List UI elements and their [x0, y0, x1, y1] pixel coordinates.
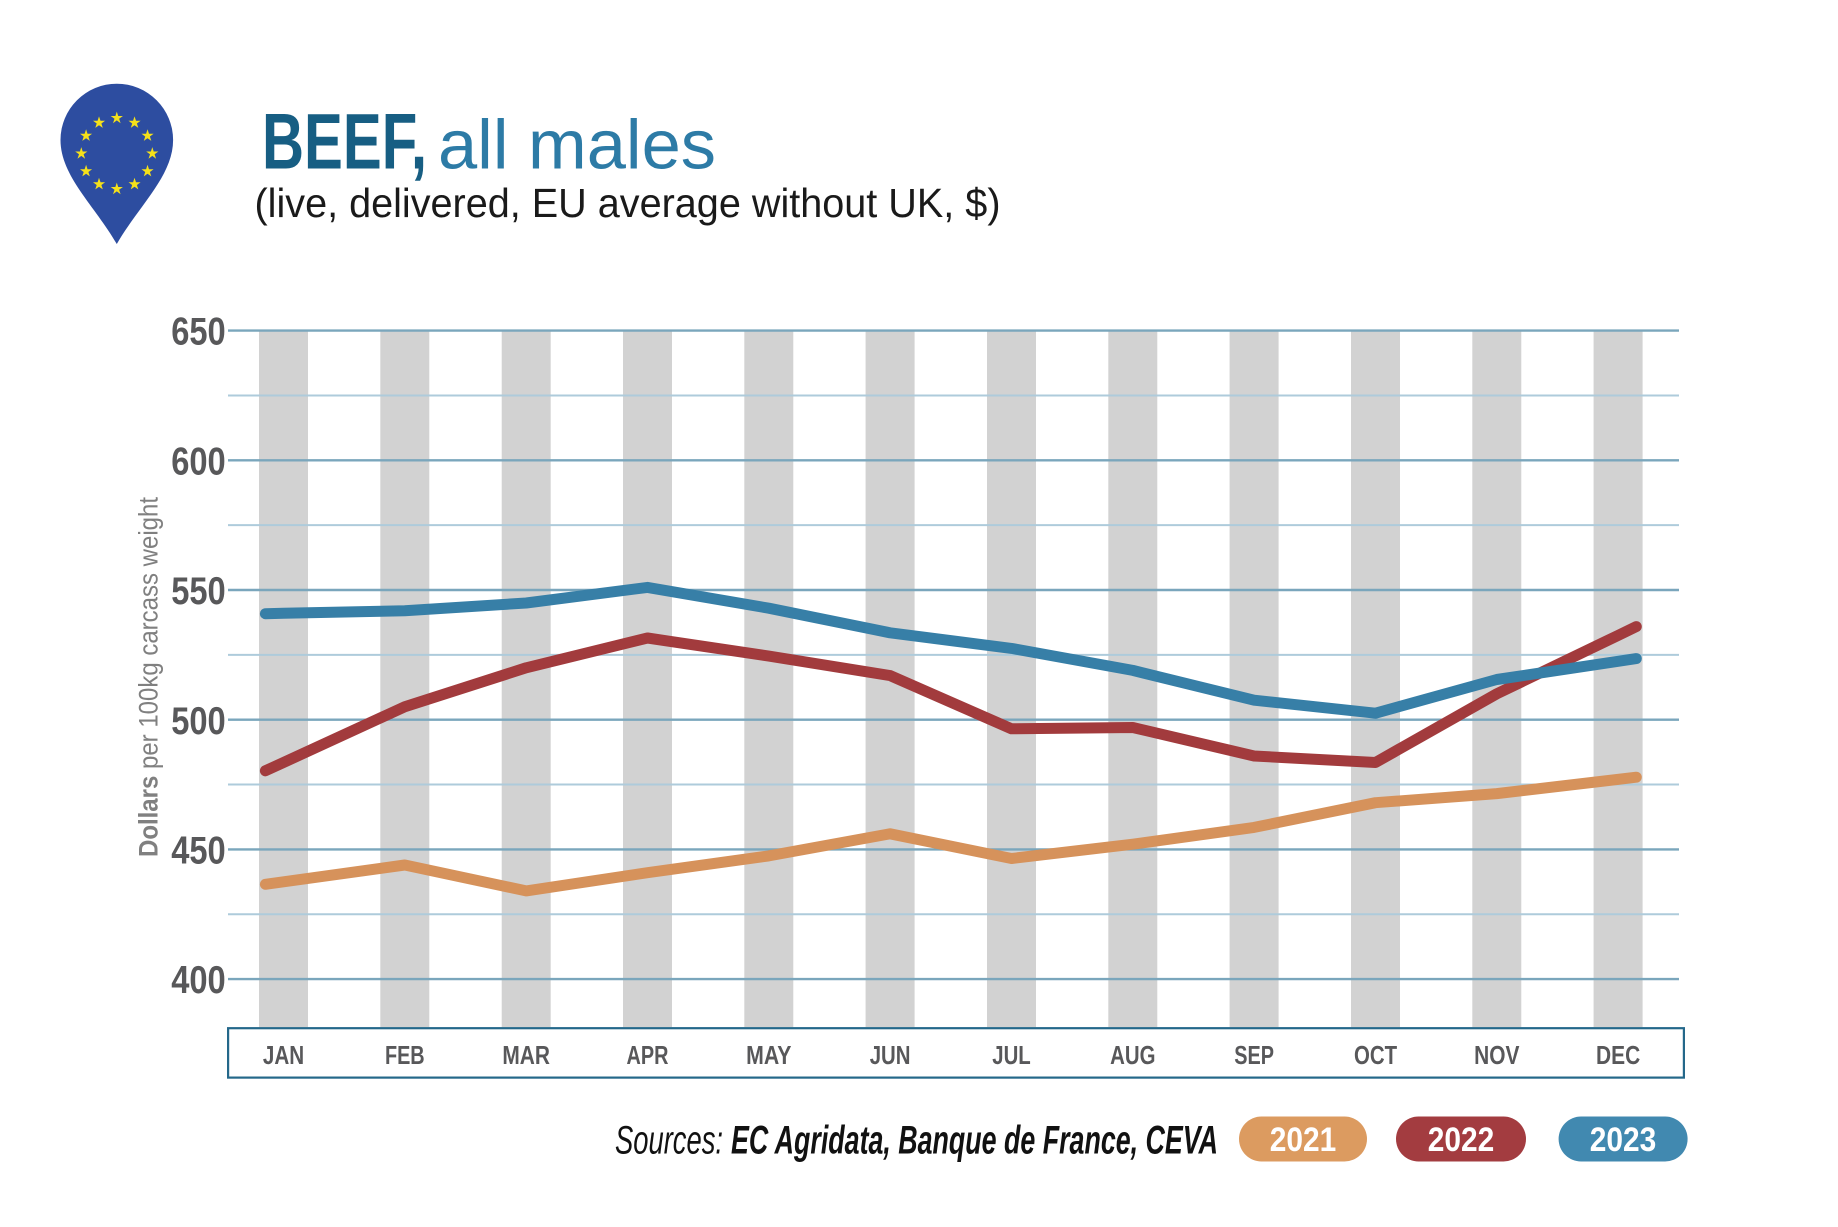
svg-text:OCT: OCT [1354, 1040, 1397, 1070]
svg-text:JUN: JUN [870, 1040, 911, 1070]
svg-text:JUL: JUL [992, 1040, 1031, 1070]
svg-text:2022: 2022 [1428, 1121, 1495, 1159]
svg-text:MAY: MAY [746, 1040, 791, 1070]
svg-text:550: 550 [171, 570, 226, 613]
svg-text:DEC: DEC [1596, 1040, 1640, 1070]
svg-text:450: 450 [171, 830, 226, 873]
svg-text:EC Agridata, Banque de France,: EC Agridata, Banque de France, CEVA [731, 1119, 1218, 1163]
svg-text:JAN: JAN [263, 1040, 304, 1070]
svg-text:650: 650 [171, 311, 226, 354]
svg-text:Sources:: Sources: [615, 1119, 723, 1163]
svg-text:AUG: AUG [1110, 1040, 1155, 1070]
svg-text:FEB: FEB [385, 1040, 425, 1070]
svg-text:400: 400 [171, 959, 226, 1002]
svg-text:2023: 2023 [1590, 1121, 1657, 1159]
svg-text:500: 500 [171, 700, 226, 743]
svg-text:all males: all males [438, 106, 716, 184]
svg-text:SEP: SEP [1234, 1040, 1274, 1070]
svg-text:(live, delivered, EU average w: (live, delivered, EU average without UK,… [255, 180, 1001, 226]
svg-text:BEEF,: BEEF, [262, 98, 427, 186]
svg-text:APR: APR [627, 1040, 669, 1070]
svg-text:Dollars per 100kg carcass weig: Dollars per 100kg carcass weight [134, 497, 164, 857]
svg-text:2021: 2021 [1270, 1121, 1337, 1159]
svg-text:MAR: MAR [502, 1040, 550, 1070]
svg-text:600: 600 [171, 440, 226, 483]
svg-text:NOV: NOV [1474, 1040, 1520, 1070]
